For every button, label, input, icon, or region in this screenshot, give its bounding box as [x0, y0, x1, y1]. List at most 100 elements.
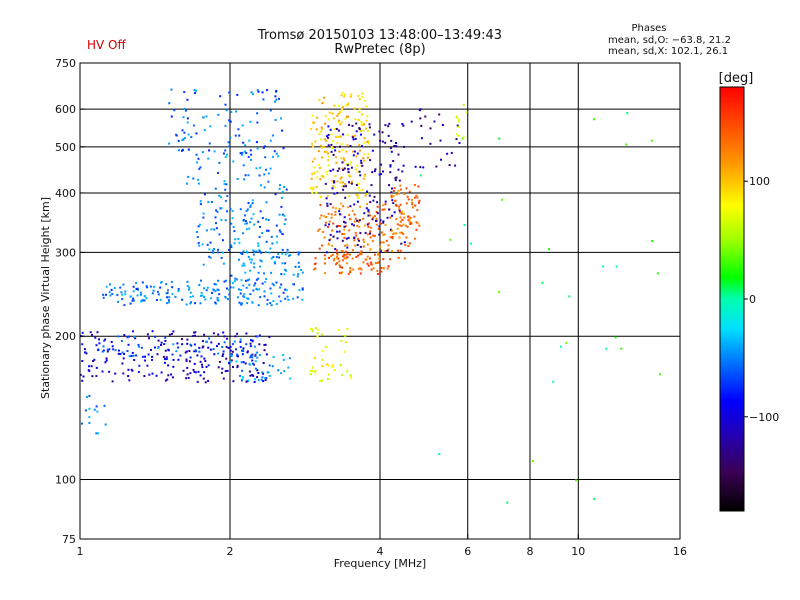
echo-point-low-trace-band [151, 372, 154, 375]
echo-point-far-blue-scatter [450, 151, 453, 154]
echo-point-x-trace-yellow-columns [315, 191, 318, 194]
echo-point-blue-o-columns [353, 203, 356, 206]
echo-point-o-trace-mid [229, 207, 232, 210]
echo-point-x-trace-yellow-columns [325, 170, 328, 173]
echo-point-x-trace-yellow-low [311, 369, 314, 372]
echo-point-low-trace-band [160, 344, 162, 346]
echo-point-low-trace-band [209, 348, 212, 351]
echo-point-blue-o-columns [357, 239, 360, 242]
echo-point-o-trace-base [132, 299, 135, 302]
echo-point-o-trace-base [237, 288, 240, 291]
echo-point-o-trace-base [217, 279, 220, 282]
echo-point-blue-o-columns [381, 131, 384, 134]
x-tick-label: 2 [227, 545, 234, 558]
echo-point-o-trace-mid [250, 217, 253, 220]
echo-point-low-trace-band [81, 343, 84, 346]
echo-point-o-trace-base [213, 283, 216, 286]
echo-point-x-trace-orange [392, 233, 395, 236]
echo-point-x-trace-yellow-columns [343, 95, 346, 98]
echo-point-mid-orange-right [407, 215, 410, 218]
echo-point-x-trace-yellow-low [309, 327, 312, 330]
echo-point-x-trace-red-band [380, 266, 383, 269]
echo-point-upper-arc [238, 134, 241, 137]
echo-point-low-trace-band [146, 333, 149, 336]
echo-point-sparse-noise [651, 240, 654, 242]
echo-point-upper-arc [278, 97, 280, 100]
echo-point-low-trace-upper [205, 340, 208, 343]
colorbar-tick-label: 100 [749, 175, 770, 188]
echo-point-o-trace-upper [196, 161, 198, 164]
echo-point-low-e-tail [104, 423, 107, 426]
echo-point-low-trace-band [162, 355, 165, 358]
echo-point-o-trace-upper [225, 183, 228, 186]
echo-point-x-trace-yellow-columns [360, 123, 363, 125]
echo-point-o-trace-base [174, 295, 177, 298]
echo-point-x-trace-yellow-columns [355, 193, 358, 196]
echo-point-x-trace-orange [318, 247, 321, 250]
echo-point-low-trace-band [179, 354, 182, 357]
echo-point-blue-o-columns [327, 125, 330, 128]
echo-point-o-trace-rise [252, 249, 255, 252]
echo-point-blue-o-columns [392, 202, 395, 205]
echo-point-o-trace-upper [256, 147, 259, 150]
echo-point-o-trace-base [239, 302, 242, 305]
echo-point-blue-o-columns [344, 221, 347, 224]
echo-point-upper-arc [175, 134, 178, 137]
echo-point-o-trace-base [129, 295, 132, 298]
echo-point-o-trace-base [145, 285, 148, 287]
echo-point-low-trace-band [182, 369, 185, 372]
echo-point-low-trace-band [221, 367, 224, 370]
echo-point-blue-o-columns [394, 179, 397, 182]
echo-point-low-trace-cyan [256, 356, 259, 359]
echo-point-o-trace-rise [286, 251, 289, 254]
echo-point-low-trace-band [224, 370, 227, 373]
stats-o: mean, sd,O: −63.8, 21.2 [608, 35, 731, 46]
echo-point-low-trace-band [264, 379, 267, 382]
echo-point-x-trace-orange [366, 233, 369, 236]
echo-point-o-trace-base [189, 296, 192, 298]
echo-point-low-trace-band [222, 377, 225, 380]
echo-point-o-trace-base [206, 286, 209, 289]
y-tick-label: 750 [55, 57, 76, 70]
echo-point-x-trace-yellow-columns [311, 142, 314, 145]
echo-point-x-trace-red-band [359, 267, 362, 270]
echo-point-blue-o-columns [334, 149, 337, 152]
echo-point-o-trace-base [292, 283, 295, 286]
echo-point-x-trace-yellow-low [319, 380, 322, 382]
echo-point-x-trace-orange [374, 215, 376, 218]
echo-point-x-trace-yellow-columns [323, 150, 326, 153]
echo-point-low-trace-band [221, 355, 224, 357]
echo-point-x-trace-orange [351, 249, 354, 252]
echo-point-x-trace-orange [369, 236, 372, 239]
echo-point-sparse-noise [593, 497, 596, 500]
echo-point-mid-orange-right [411, 198, 414, 201]
echo-point-x-trace-yellow-columns [323, 138, 326, 141]
echo-point-blue-o-columns [345, 185, 347, 188]
echo-point-o-trace-mid [239, 252, 242, 255]
echo-point-x-trace-yellow-columns [311, 160, 314, 163]
echo-point-low-trace-band [137, 371, 140, 373]
echo-point-x-trace-yellow-columns [331, 147, 334, 149]
echo-point-low-trace-band [163, 358, 166, 361]
echo-point-x-trace-yellow-columns [325, 150, 328, 153]
echo-point-blue-o-columns [359, 245, 362, 248]
echo-point-upper-arc [236, 93, 239, 96]
echo-point-o-trace-base [203, 287, 206, 290]
echo-point-low-trace-band [83, 348, 86, 351]
echo-point-blue-o-columns [388, 208, 391, 211]
echo-point-blue-o-columns [382, 221, 385, 224]
echo-point-o-trace-base [266, 298, 269, 301]
echo-point-far-green-scatter [455, 116, 458, 119]
echo-point-sparse-noise [620, 347, 623, 350]
echo-point-blue-o-columns [338, 210, 341, 213]
echo-point-low-trace-band [170, 373, 173, 376]
echo-point-o-trace-base [165, 283, 168, 286]
echo-point-x-trace-orange [320, 214, 323, 217]
x-tick-label: 4 [377, 545, 384, 558]
echo-point-mid-orange-right [403, 192, 406, 195]
echo-point-x-trace-orange [333, 257, 336, 260]
echo-point-low-trace-band [268, 336, 271, 339]
echo-point-upper-arc [219, 95, 222, 98]
echo-point-o-trace-base [279, 300, 282, 303]
echo-point-x-trace-orange [400, 224, 403, 227]
